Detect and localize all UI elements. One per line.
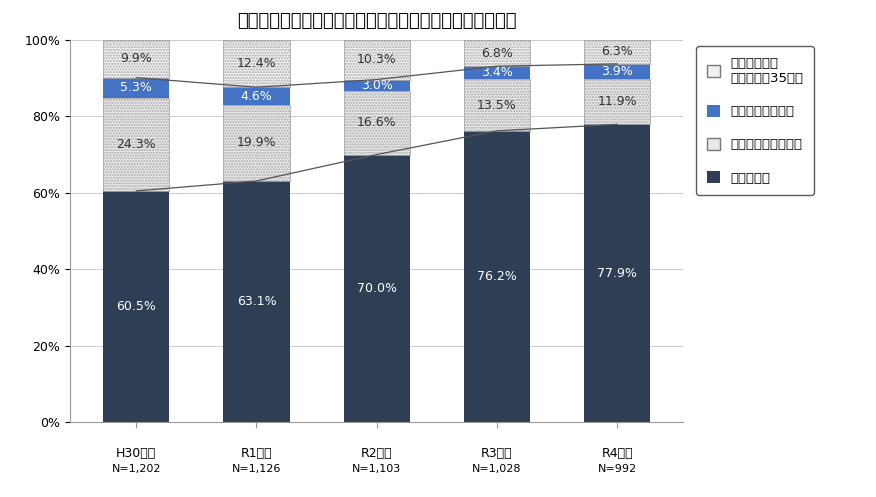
Bar: [103, 191, 169, 422]
Bar: [584, 40, 650, 64]
Bar: [103, 98, 169, 191]
Bar: [584, 79, 650, 124]
Text: N=1,103: N=1,103: [352, 464, 401, 474]
Text: 3.9%: 3.9%: [601, 65, 633, 78]
Bar: [584, 64, 650, 79]
Bar: [103, 40, 169, 78]
Bar: [464, 79, 530, 131]
Bar: [103, 78, 169, 98]
Bar: [343, 91, 410, 155]
Text: 6.8%: 6.8%: [481, 47, 512, 60]
Bar: [464, 40, 530, 66]
Text: R3年度: R3年度: [481, 447, 512, 460]
Text: 6.3%: 6.3%: [601, 45, 633, 58]
Bar: [584, 124, 650, 422]
Text: 60.5%: 60.5%: [117, 300, 156, 313]
Text: 13.5%: 13.5%: [477, 98, 517, 111]
Text: 5.3%: 5.3%: [120, 82, 152, 94]
Text: 63.1%: 63.1%: [237, 295, 276, 308]
Legend: 証券化ローン
（フラット35等）, 全期間固定金利型, 固定金利期間選択型, 変動金利型: 証券化ローン （フラット35等）, 全期間固定金利型, 固定金利期間選択型, 変…: [696, 46, 814, 195]
Bar: [223, 40, 289, 87]
Bar: [223, 181, 289, 422]
Text: 19.9%: 19.9%: [237, 136, 276, 150]
Bar: [223, 87, 289, 105]
Bar: [103, 98, 169, 191]
Bar: [343, 155, 410, 422]
Bar: [223, 40, 289, 87]
Bar: [464, 66, 530, 79]
Bar: [223, 105, 289, 181]
Text: 3.4%: 3.4%: [481, 66, 512, 79]
Text: 12.4%: 12.4%: [237, 57, 276, 70]
Text: 10.3%: 10.3%: [357, 53, 397, 67]
Text: N=1,028: N=1,028: [472, 464, 522, 474]
Text: 3.0%: 3.0%: [361, 79, 392, 92]
Text: 11.9%: 11.9%: [597, 95, 637, 108]
Text: 76.2%: 76.2%: [477, 270, 517, 283]
Bar: [103, 40, 169, 78]
Bar: [464, 40, 530, 66]
Bar: [223, 105, 289, 181]
Text: H30年度: H30年度: [117, 447, 156, 460]
Text: N=1,202: N=1,202: [111, 464, 161, 474]
Bar: [464, 79, 530, 131]
Title: 新規貸出額における金利タイプ別割合の推移【各年集計】: 新規貸出額における金利タイプ別割合の推移【各年集計】: [237, 12, 517, 30]
Text: N=1,126: N=1,126: [232, 464, 281, 474]
Bar: [584, 79, 650, 124]
Text: 24.3%: 24.3%: [117, 138, 156, 151]
Text: R4年度: R4年度: [601, 447, 633, 460]
Text: 9.9%: 9.9%: [120, 52, 152, 65]
Text: N=992: N=992: [597, 464, 637, 474]
Text: 77.9%: 77.9%: [597, 267, 637, 280]
Text: R1年度: R1年度: [241, 447, 272, 460]
Text: 4.6%: 4.6%: [241, 89, 272, 102]
Bar: [343, 80, 410, 91]
Text: R2年度: R2年度: [361, 447, 392, 460]
Bar: [464, 131, 530, 422]
Bar: [343, 40, 410, 80]
Text: 70.0%: 70.0%: [357, 282, 397, 295]
Bar: [343, 91, 410, 155]
Bar: [584, 40, 650, 64]
Bar: [343, 40, 410, 80]
Text: 16.6%: 16.6%: [357, 116, 397, 129]
